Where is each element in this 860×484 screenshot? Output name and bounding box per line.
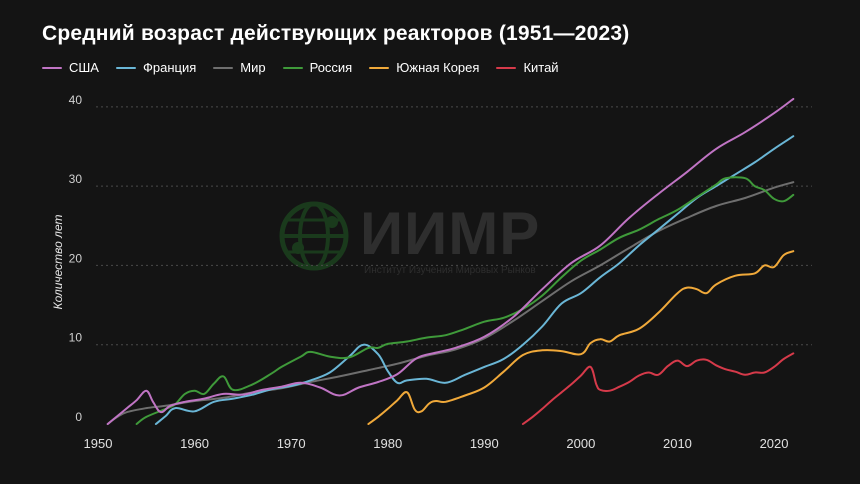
legend-label: Китай [523,60,559,75]
series-line [106,97,795,425]
series-line [367,250,795,425]
axes: 0 10 20 30 40 1950 1960 1970 1980 1990 2000 2010 202… [69,93,789,451]
watermark: ИИМР Институт Изучения Мировых Рынков [279,200,540,276]
watermark-name: ИИМР [360,200,540,267]
y-tick-label: 40 [69,93,83,107]
watermark-subtitle: Институт Изучения Мировых Рынков [364,265,536,276]
x-tick-label: 1970 [277,436,306,451]
series-line [135,176,795,425]
y-tick-label: 0 [75,410,82,424]
legend-label: Россия [309,60,353,75]
x-tick-label: 1960 [180,436,209,451]
x-tick-label: 2020 [760,436,789,451]
legend-item: Мир [213,60,266,75]
legend-swatch [496,66,517,69]
legend-label: Франция [142,60,197,75]
legend-swatch [213,66,234,69]
y-tick-label: 10 [69,331,83,345]
globe-icon [279,201,349,271]
legend-swatch [115,66,136,69]
x-tick-label: 1990 [470,436,499,451]
legend-label: Мир [240,60,266,75]
legend-swatch [369,66,390,69]
legend: США Франция Мир Россия Южная Корея Китай [42,60,576,75]
x-tick-label: 2010 [663,436,692,451]
legend-item: Россия [282,60,353,75]
grid [96,106,812,346]
x-tick-label: 1980 [373,436,402,451]
series-line [154,135,795,425]
chart-title: Средний возраст действующих реакторов (1… [42,22,630,45]
legend-swatch [42,66,62,69]
series-lines [106,97,795,425]
y-tick-label: 20 [69,251,83,265]
legend-label: США [69,60,99,75]
x-tick-label: 1950 [84,436,113,451]
series-line [521,352,795,425]
y-tick-label: 30 [69,172,83,186]
legend-item: США [42,60,99,75]
x-tick-label: 2000 [566,436,595,451]
legend-item: Китай [496,60,559,75]
legend-item: Южная Корея [369,60,479,75]
legend-label: Южная Корея [396,60,480,75]
legend-item: Франция [115,60,197,75]
legend-swatch [282,66,303,69]
